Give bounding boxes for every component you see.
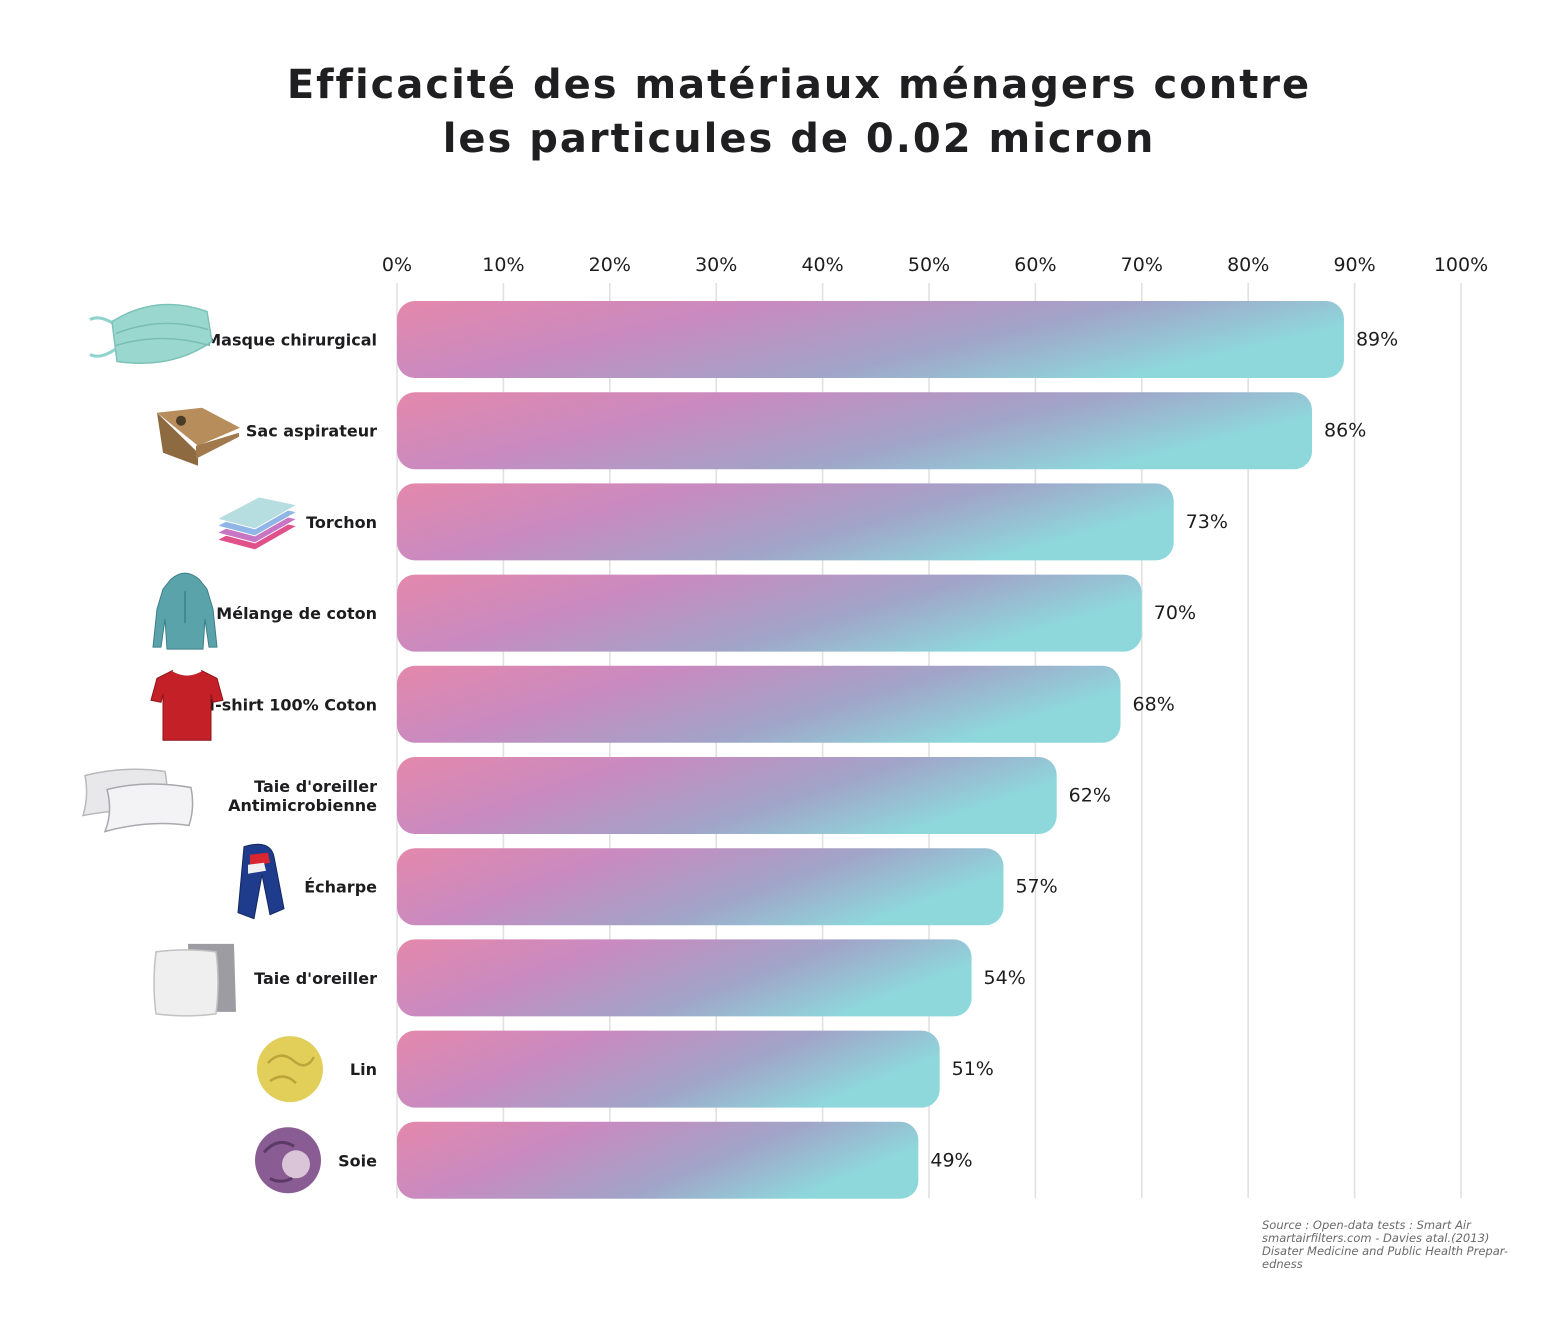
bar-value-label: 49% — [930, 1149, 972, 1171]
category-label: Masque chirurgical — [205, 331, 377, 350]
bar — [397, 301, 1344, 378]
source-line-3: Disater Medicine and Public Health Prepa… — [1262, 1244, 1509, 1258]
bar-value-label: 62% — [1069, 785, 1111, 807]
pillows-icon — [81, 768, 194, 833]
scarf-icon — [237, 843, 285, 920]
chart-title-line-2: les particules de 0.02 micron — [442, 116, 1156, 162]
bar-value-label: 68% — [1133, 693, 1175, 715]
bar — [397, 392, 1313, 470]
surgical-mask-icon — [89, 303, 213, 364]
x-tick-label: 80% — [1227, 254, 1269, 276]
bar — [397, 483, 1174, 561]
bar — [397, 574, 1142, 652]
silk-fabric-icon — [255, 1127, 321, 1194]
bar — [397, 939, 972, 1017]
bar-value-label: 89% — [1356, 329, 1398, 351]
category-label: Mélange de coton — [216, 604, 377, 623]
x-tick-label: 10% — [482, 254, 524, 276]
hoodie-icon — [152, 572, 218, 650]
x-tick-label: 60% — [1014, 254, 1056, 276]
category-label: T-shirt 100% Coton — [207, 695, 377, 714]
x-tick-label: 30% — [695, 254, 737, 276]
category-label: Antimicrobienne — [228, 796, 377, 815]
bar — [397, 1121, 919, 1199]
category-label: Taie d'oreiller — [254, 969, 377, 988]
bar-value-label: 57% — [1015, 876, 1057, 898]
x-tick-label: 0% — [382, 254, 412, 276]
pillow-icon — [153, 943, 236, 1017]
tshirt-icon — [150, 669, 224, 741]
bar-value-label: 70% — [1154, 602, 1196, 624]
chart-title: Efficacité des matériaux ménagers contre… — [0, 58, 1550, 166]
bar — [397, 1030, 940, 1108]
category-label: Soie — [338, 1151, 377, 1170]
source-line-2: smartairfilters.com - Davies atal.(2013) — [1262, 1231, 1490, 1245]
dish-towels-icon — [215, 496, 299, 551]
linen-fabric-icon — [257, 1036, 323, 1103]
bar-value-label: 73% — [1186, 511, 1228, 533]
chart-title-line-1: Efficacité des matériaux ménagers contre — [286, 62, 1312, 108]
source-line-4: edness — [1262, 1257, 1303, 1271]
bar-value-label: 51% — [952, 1058, 994, 1080]
x-tick-label: 50% — [908, 254, 950, 276]
x-tick-label: 20% — [589, 254, 631, 276]
category-label: Taie d'oreiller — [254, 777, 377, 796]
bar-value-label: 54% — [984, 967, 1026, 989]
bar-value-label: 86% — [1324, 420, 1366, 442]
category-label: Écharpe — [304, 878, 377, 897]
source-line-1: Source : Open-data tests : Smart Air — [1262, 1218, 1471, 1232]
category-label: Sac aspirateur — [246, 422, 377, 441]
x-tick-label: 90% — [1333, 254, 1375, 276]
bar — [397, 848, 1004, 926]
bar — [397, 757, 1057, 834]
x-tick-label: 40% — [801, 254, 843, 276]
x-tick-label: 100% — [1434, 254, 1488, 276]
category-label: Torchon — [306, 513, 377, 532]
category-label: Lin — [350, 1060, 377, 1079]
x-tick-label: 70% — [1121, 254, 1163, 276]
source-note: Source : Open-data tests : Smart Air sma… — [1262, 1219, 1532, 1271]
bar — [397, 665, 1121, 743]
vacuum-bag-icon — [157, 407, 240, 466]
